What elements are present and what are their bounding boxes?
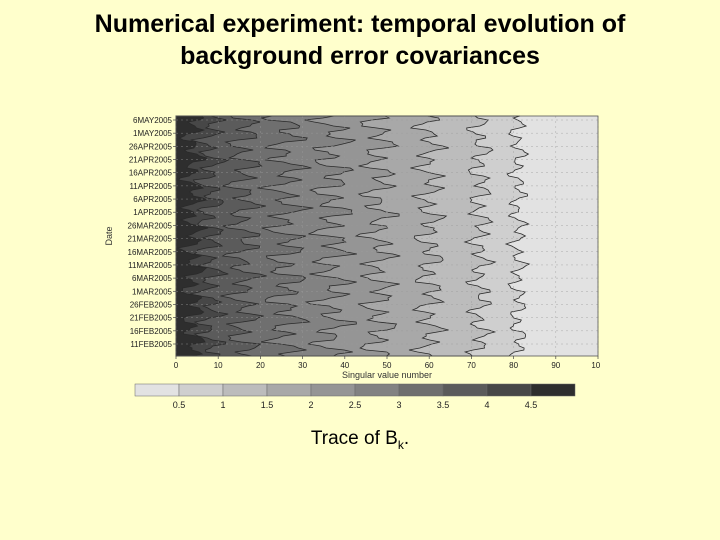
contour-fill-group <box>175 115 598 357</box>
colorbar-tick-label: 1 <box>220 400 225 410</box>
colorbar-tick-label: 4.5 <box>525 400 538 410</box>
title-line-1: Numerical experiment: temporal evolution… <box>94 10 626 38</box>
x-tick-label: 70 <box>467 361 476 370</box>
x-tick-label: 40 <box>340 361 349 370</box>
y-tick-label: 1MAY2005 <box>133 129 173 138</box>
trace-contour-chart: 6MAY20051MAY200526APR200521APR200516APR2… <box>104 115 600 410</box>
caption-text: Trace of B <box>310 428 398 449</box>
x-tick-label: 60 <box>425 361 434 370</box>
title-line-2: background error covariances <box>180 42 540 70</box>
y-tick-label: 16MAR2005 <box>128 248 173 257</box>
colorbar-tick-label: 3.5 <box>437 400 450 410</box>
y-tick-label: 16FEB2005 <box>130 327 173 336</box>
colorbar-swatch <box>222 383 268 397</box>
colorbar-tick-label: 3 <box>396 400 401 410</box>
colorbar-swatch <box>486 383 532 397</box>
x-tick-label: 20 <box>256 361 265 370</box>
colorbar-tick-label: 2 <box>308 400 313 410</box>
x-tick-label: 100 <box>591 361 600 370</box>
colorbar-swatch <box>134 383 180 397</box>
y-tick-label: 21APR2005 <box>129 156 173 165</box>
x-tick-label: 80 <box>509 361 518 370</box>
y-tick-label: 21FEB2005 <box>130 314 173 323</box>
x-tick-label: 50 <box>383 361 392 370</box>
y-tick-label: 21MAR2005 <box>128 235 173 244</box>
colorbar-swatch <box>398 383 444 397</box>
y-tick-label: 1APR2005 <box>133 208 172 217</box>
colorbar-swatch <box>442 383 488 397</box>
colorbar-swatch <box>530 383 576 397</box>
colorbar-tick-label: 0.5 <box>173 400 186 410</box>
colorbar-swatch <box>310 383 356 397</box>
contour-band-4.5 <box>175 115 209 357</box>
y-tick-label: 6MAY2005 <box>133 116 173 125</box>
colorbar-tick-label: 2.5 <box>349 400 362 410</box>
x-tick-label: 90 <box>551 361 560 370</box>
y-tick-label: 26FEB2005 <box>130 300 173 309</box>
y-tick-label: 11APR2005 <box>129 182 172 191</box>
y-tick-label: 1MAR2005 <box>132 287 173 296</box>
colorbar-swatch <box>266 383 312 397</box>
caption: Trace of Bk. <box>0 428 720 452</box>
y-tick-label: 26MAR2005 <box>128 221 173 230</box>
colorbar-group: 0.5 1 1.5 2 2.5 3 3.5 4 4.5 <box>134 383 576 410</box>
y-tick-label: 16APR2005 <box>129 169 173 178</box>
y-tick-label: 26APR2005 <box>129 142 173 151</box>
x-tick-label: 10 <box>214 361 223 370</box>
y-tick-label: 11FEB2005 <box>130 340 172 349</box>
axes-group: 6MAY2005 1MAY2005 26APR2005 21APR2005 16APR2… <box>104 115 600 380</box>
caption-suffix: . <box>403 428 410 449</box>
y-tick-label: 6MAR2005 <box>132 274 173 283</box>
colorbar-swatch <box>178 383 224 397</box>
slide-title: Numerical experiment: temporal evolution… <box>0 8 720 72</box>
colorbar-swatch <box>354 383 400 397</box>
grid-group <box>175 116 599 356</box>
colorbar-tick-label: 1.5 <box>261 400 274 410</box>
y-tick-label: 6APR2005 <box>133 195 172 204</box>
y-tick-label: 11MAR2005 <box>128 261 172 270</box>
y-axis-label: Date <box>104 226 114 245</box>
colorbar-tick-label: 4 <box>484 400 489 410</box>
x-tick-label: 0 <box>174 361 179 370</box>
caption-subscript: k <box>397 437 404 452</box>
x-axis-label: Singular value number <box>342 370 432 380</box>
x-tick-label: 30 <box>298 361 307 370</box>
